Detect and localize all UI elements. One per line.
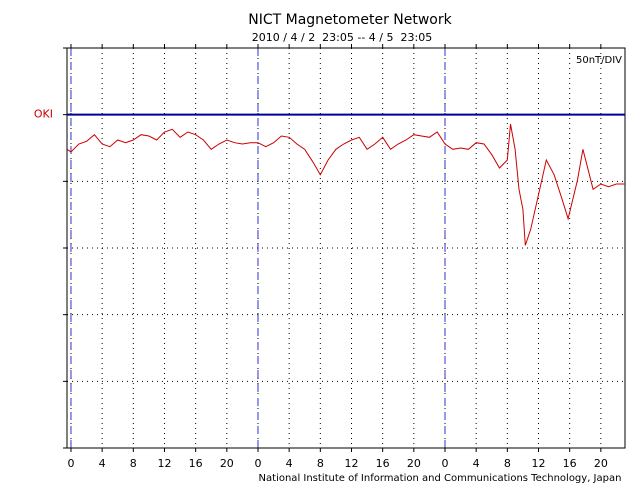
x-tick-label: 0: [67, 457, 74, 470]
x-tick-label: 12: [157, 457, 171, 470]
x-tick-label: 4: [286, 457, 293, 470]
x-tick-label: 4: [99, 457, 106, 470]
x-tick-label: 16: [189, 457, 203, 470]
station-label: OKI: [34, 108, 53, 121]
x-tick-label: 12: [532, 457, 546, 470]
scale-label: 50nT/DIV: [576, 55, 622, 66]
plot-frame: [66, 47, 626, 449]
x-tick-label: 8: [317, 457, 324, 470]
x-tick-label: 0: [442, 457, 449, 470]
x-tick-label: 0: [254, 457, 261, 470]
x-tick-label: 16: [376, 457, 390, 470]
x-tick-label: 20: [220, 457, 234, 470]
x-tick-label: 8: [130, 457, 137, 470]
chart-title: NICT Magnetometer Network: [248, 12, 452, 28]
chart-subtitle: 2010 / 4 / 2 23:05 -- 4 / 5 23:05: [252, 31, 432, 44]
x-tick-label: 20: [407, 457, 421, 470]
x-tick-label: 8: [504, 457, 511, 470]
data-line: [66, 123, 625, 246]
x-tick-label: 12: [344, 457, 358, 470]
x-tick-label: 20: [594, 457, 608, 470]
x-tick-label: 4: [473, 457, 480, 470]
x-tick-label: 16: [563, 457, 577, 470]
footer: National Institute of Information and Co…: [259, 473, 622, 484]
